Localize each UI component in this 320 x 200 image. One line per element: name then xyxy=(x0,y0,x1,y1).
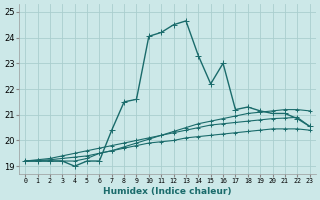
X-axis label: Humidex (Indice chaleur): Humidex (Indice chaleur) xyxy=(103,187,232,196)
